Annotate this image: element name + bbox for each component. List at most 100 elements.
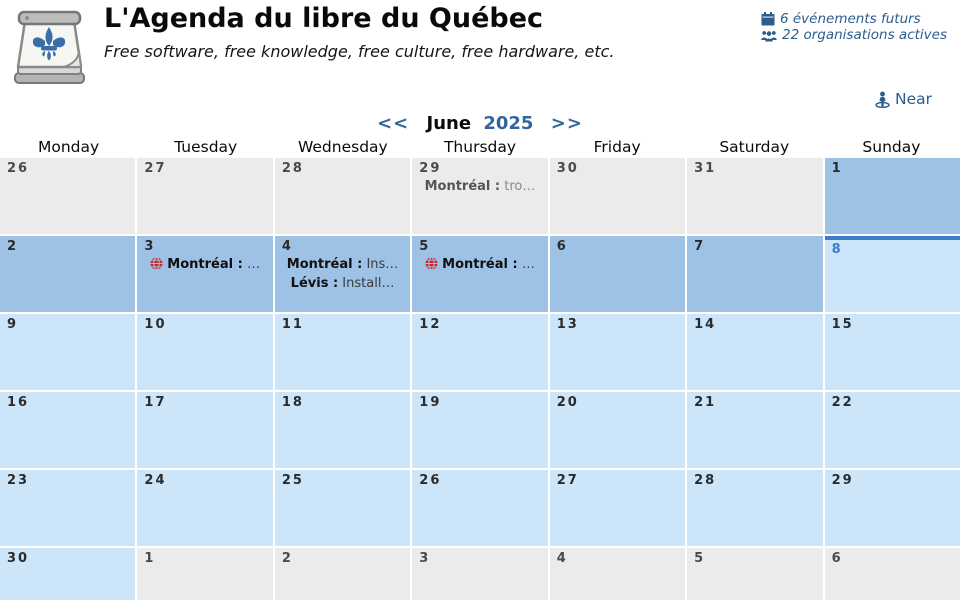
day-number[interactable]: 26 <box>7 161 30 176</box>
day-number[interactable]: 14 <box>694 317 717 332</box>
calendar-cell[interactable]: 15 <box>824 314 960 390</box>
day-number[interactable]: 13 <box>556 317 579 332</box>
calendar-cell[interactable]: 1 <box>137 548 273 600</box>
day-number[interactable]: 1 <box>144 551 156 566</box>
calendar-cell[interactable]: 28 <box>687 470 823 546</box>
calendar-cell[interactable]: 30 <box>0 548 136 600</box>
weekday-header: Sunday <box>862 138 921 156</box>
day-number[interactable]: 30 <box>7 551 30 566</box>
calendar-cell[interactable]: 8 <box>824 236 960 312</box>
calendar-cell[interactable]: 20 <box>549 392 686 468</box>
calendar-cell[interactable]: 29 Montréal : tro… <box>412 158 548 234</box>
event-item[interactable]: Montréal : Ins… <box>286 257 399 272</box>
calendar-cell[interactable]: 7 <box>687 236 823 312</box>
day-number[interactable]: 31 <box>694 161 717 176</box>
calendar-cell[interactable]: 3 <box>412 548 548 600</box>
day-number[interactable]: 29 <box>831 473 854 488</box>
calendar-cell[interactable]: 26 <box>0 158 136 234</box>
calendar-cell[interactable]: 13 <box>549 314 686 390</box>
month-nav: << June 2025 >> <box>0 112 960 138</box>
event-item[interactable]: Montréal : … <box>140 255 269 276</box>
day-number[interactable]: 1 <box>831 161 843 176</box>
calendar-cell[interactable]: 29 <box>824 470 960 546</box>
day-number[interactable]: 15 <box>831 317 854 332</box>
calendar-cell[interactable]: 5 Montréal : … <box>412 236 548 312</box>
day-number[interactable]: 30 <box>556 161 579 176</box>
day-number[interactable]: 27 <box>556 473 579 488</box>
calendar-cell[interactable]: 4 <box>549 548 686 600</box>
day-number[interactable]: 24 <box>144 473 167 488</box>
event-item[interactable]: Lévis : Install… <box>290 276 395 291</box>
day-number[interactable]: 3 <box>144 239 156 254</box>
calendar-cell[interactable]: 6 <box>824 548 960 600</box>
calendar-cell[interactable]: 2 <box>274 548 411 600</box>
day-number[interactable]: 3 <box>419 551 431 566</box>
day-number[interactable]: 2 <box>7 239 19 254</box>
day-number[interactable]: 25 <box>281 473 304 488</box>
calendar-cell[interactable]: 14 <box>687 314 823 390</box>
day-number[interactable]: 12 <box>419 317 442 332</box>
calendar-cell[interactable]: 2 <box>0 236 136 312</box>
calendar-cell[interactable]: 21 <box>687 392 823 468</box>
day-number[interactable]: 21 <box>694 395 717 410</box>
day-number[interactable]: 6 <box>831 551 843 566</box>
day-number[interactable]: 8 <box>831 242 843 257</box>
day-number[interactable]: 16 <box>7 395 30 410</box>
calendar-cell[interactable]: 1 <box>824 158 960 234</box>
year-link[interactable]: 2025 <box>483 113 534 134</box>
calendar-cell[interactable]: 18 <box>274 392 411 468</box>
day-number[interactable]: 19 <box>419 395 442 410</box>
calendar-icon <box>761 12 775 26</box>
day-number[interactable]: 29 <box>419 161 442 176</box>
calendar-cell[interactable]: 10 <box>137 314 273 390</box>
day-number[interactable]: 28 <box>281 161 304 176</box>
calendar-cell[interactable]: 16 <box>0 392 136 468</box>
day-number[interactable]: 27 <box>144 161 167 176</box>
calendar-cell[interactable]: 31 <box>687 158 823 234</box>
day-number[interactable]: 23 <box>7 473 30 488</box>
calendar-cell[interactable]: 22 <box>824 392 960 468</box>
calendar-cell[interactable]: 12 <box>412 314 548 390</box>
calendar-cell[interactable]: 30 <box>549 158 686 234</box>
near-link[interactable]: Near <box>875 90 932 108</box>
calendar-cell[interactable]: 19 <box>412 392 548 468</box>
fleur-de-lis <box>32 27 66 61</box>
day-number[interactable]: 9 <box>7 317 19 332</box>
next-month-link[interactable]: >> <box>550 113 583 134</box>
calendar-cell[interactable]: 17 <box>137 392 273 468</box>
calendar-cell[interactable]: 24 <box>137 470 273 546</box>
day-number[interactable]: 2 <box>281 551 293 566</box>
day-number[interactable]: 10 <box>144 317 167 332</box>
person-location-icon <box>875 91 890 108</box>
calendar-cell[interactable]: 3 Montréal : … <box>137 236 273 312</box>
calendar-cell[interactable]: 25 <box>274 470 411 546</box>
day-number[interactable]: 26 <box>419 473 442 488</box>
calendar-cell[interactable]: 6 <box>549 236 686 312</box>
calendar-cell[interactable]: 4 Montréal : Ins… Lévis : Install… <box>274 236 411 312</box>
day-number[interactable]: 11 <box>281 317 304 332</box>
calendar-cell[interactable]: 27 <box>137 158 273 234</box>
day-number[interactable]: 17 <box>144 395 167 410</box>
calendar-cell[interactable]: 9 <box>0 314 136 390</box>
event-item[interactable]: Montréal : … <box>415 255 544 276</box>
day-number[interactable]: 6 <box>556 239 568 254</box>
calendar-cell[interactable]: 23 <box>0 470 136 546</box>
event-item[interactable]: Montréal : tro… <box>424 179 536 194</box>
calendar-cell[interactable]: 5 <box>687 548 823 600</box>
day-number[interactable]: 4 <box>556 551 568 566</box>
app-logo[interactable] <box>10 5 90 87</box>
calendar-cell[interactable]: 26 <box>412 470 548 546</box>
day-number[interactable]: 5 <box>419 239 431 254</box>
prev-month-link[interactable]: << <box>377 113 410 134</box>
day-number[interactable]: 7 <box>694 239 706 254</box>
calendar-cell[interactable]: 11 <box>274 314 411 390</box>
day-number[interactable]: 18 <box>281 395 304 410</box>
day-number[interactable]: 28 <box>694 473 717 488</box>
day-number[interactable]: 22 <box>831 395 854 410</box>
day-number[interactable]: 20 <box>556 395 579 410</box>
day-number[interactable]: 4 <box>281 239 293 254</box>
day-number[interactable]: 5 <box>694 551 706 566</box>
calendar-fleur-de-lis-icon <box>14 10 85 84</box>
calendar-cell[interactable]: 27 <box>549 470 686 546</box>
calendar-cell[interactable]: 28 <box>274 158 411 234</box>
